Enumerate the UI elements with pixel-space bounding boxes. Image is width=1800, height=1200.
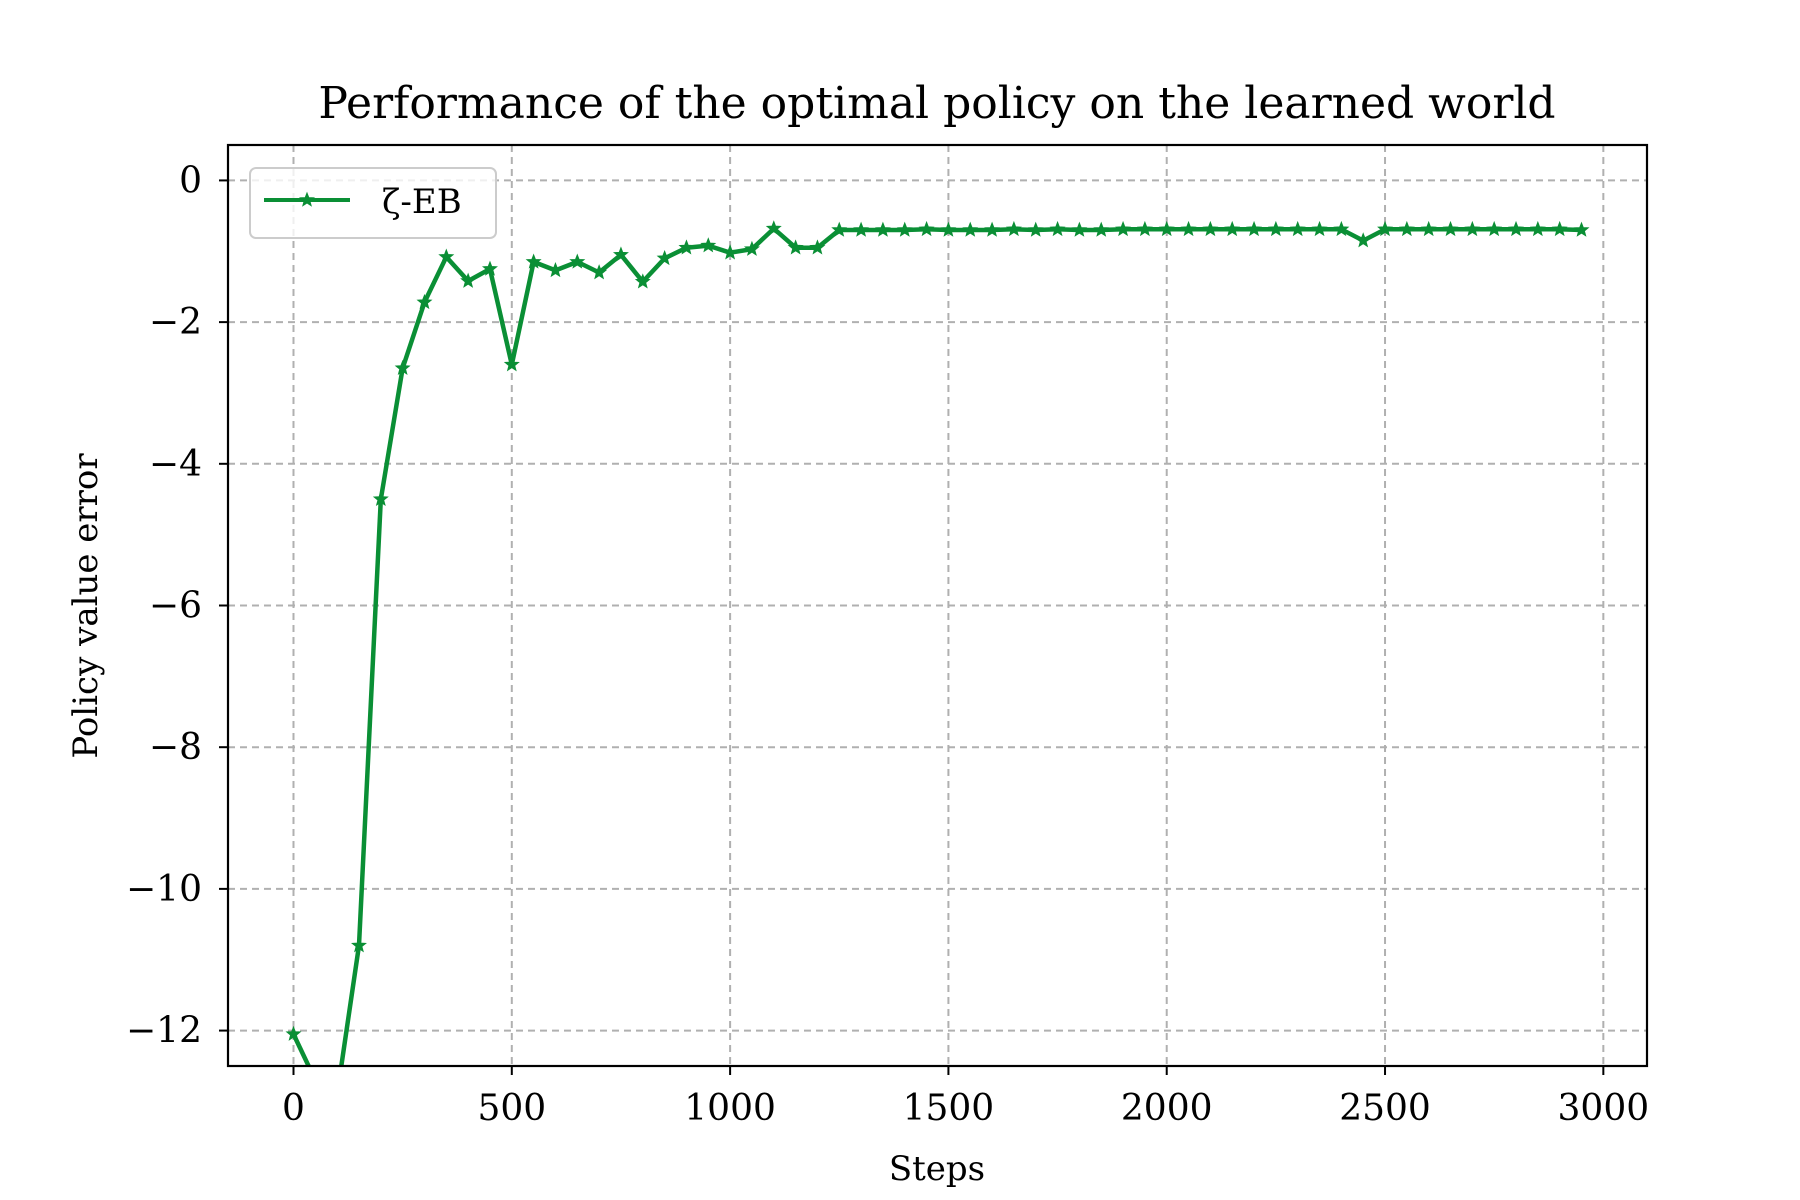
data-point-marker: [765, 220, 782, 236]
data-point-marker: [547, 262, 564, 278]
data-point-marker: [1355, 232, 1372, 248]
data-point-marker: [1115, 220, 1132, 237]
data-point-marker: [1377, 220, 1394, 237]
data-point-marker: [351, 937, 367, 953]
data-point-marker: [1005, 220, 1022, 237]
data-point-marker: [634, 273, 651, 289]
x-tick-label: 3000: [1558, 1088, 1650, 1129]
legend-label: ζ-EB: [382, 182, 462, 222]
x-tick-label: 500: [477, 1088, 546, 1129]
chart-title: Performance of the optimal policy on the…: [318, 78, 1555, 129]
series-layer: [285, 220, 1590, 1100]
x-tick-label: 2000: [1121, 1088, 1213, 1129]
data-point-marker: [853, 221, 870, 237]
grid: [228, 145, 1647, 1066]
data-point-marker: [1464, 220, 1481, 237]
y-axis-label: Policy value error: [66, 453, 106, 759]
data-point-marker: [1202, 220, 1219, 237]
data-point-marker: [503, 356, 520, 372]
data-point-marker: [918, 220, 935, 237]
data-point-marker: [722, 244, 739, 260]
x-tick-label: 1000: [684, 1088, 776, 1129]
data-point-marker: [809, 239, 826, 255]
data-point-marker: [481, 260, 498, 276]
y-tick-label: −10: [126, 869, 202, 910]
y-tick-label: −6: [149, 586, 202, 627]
y-tick-label: −2: [149, 302, 202, 343]
data-point-marker: [525, 253, 542, 269]
x-tick-label: 2500: [1339, 1088, 1431, 1129]
legend: ζ-EB: [249, 167, 497, 239]
data-point-marker: [1420, 220, 1437, 237]
data-point-marker: [984, 221, 1001, 237]
y-tick-label: −4: [149, 444, 202, 485]
series-line: [291, 226, 1582, 1066]
data-point-marker: [569, 253, 586, 269]
data-point-marker: [831, 221, 848, 237]
y-tick-label: −12: [126, 1011, 202, 1052]
data-point-marker: [678, 239, 695, 255]
data-point-marker: [1158, 220, 1175, 237]
data-point-marker: [1398, 220, 1415, 237]
data-point-marker: [331, 1087, 344, 1100]
data-point-marker: [438, 248, 455, 264]
legend-star-marker: [299, 191, 315, 207]
data-point-marker: [1267, 220, 1284, 237]
data-point-marker: [591, 264, 608, 280]
data-point-marker: [1442, 220, 1459, 237]
data-point-marker: [1486, 220, 1503, 237]
data-point-marker: [1180, 220, 1197, 237]
data-point-marker: [1289, 220, 1306, 237]
data-point-marker: [656, 249, 673, 266]
data-point-marker: [612, 246, 629, 262]
data-point-marker: [743, 240, 760, 256]
data-point-marker: [1049, 220, 1066, 237]
data-point-marker: [1136, 220, 1153, 237]
data-point-marker: [1093, 221, 1110, 237]
data-point-marker: [874, 221, 891, 237]
data-point-marker: [1071, 221, 1088, 237]
data-point-marker: [1224, 220, 1241, 237]
axis-ticks: 0 500 1000 1500 2000 2500 3000 0 −2 −4 −6 −8 −10 −12: [126, 160, 1649, 1129]
data-point-marker: [1333, 220, 1350, 237]
data-point-marker: [309, 1073, 322, 1086]
data-point-marker: [896, 221, 913, 237]
y-tick-label: −8: [149, 727, 202, 768]
legend-box: [249, 167, 497, 239]
data-point-marker: [394, 359, 411, 375]
x-axis-label: Steps: [889, 1149, 985, 1189]
x-tick-label: 1500: [903, 1088, 995, 1129]
data-point-marker: [1311, 220, 1328, 237]
data-point-marker: [416, 293, 433, 310]
data-point-marker: [1027, 221, 1044, 237]
data-point-marker: [1551, 220, 1568, 237]
data-point-marker: [787, 239, 804, 255]
data-point-marker: [1573, 221, 1590, 237]
x-tick-label: 0: [282, 1088, 305, 1129]
data-point-marker: [285, 1025, 302, 1041]
data-point-marker: [1508, 220, 1524, 237]
data-point-marker: [700, 237, 717, 253]
data-point-marker: [460, 272, 477, 288]
data-point-marker: [962, 221, 979, 237]
data-point-marker: [372, 490, 389, 507]
data-point-marker: [1246, 220, 1263, 237]
data-point-marker: [1529, 220, 1546, 237]
y-tick-label: 0: [179, 160, 202, 201]
data-point-marker: [940, 221, 957, 237]
